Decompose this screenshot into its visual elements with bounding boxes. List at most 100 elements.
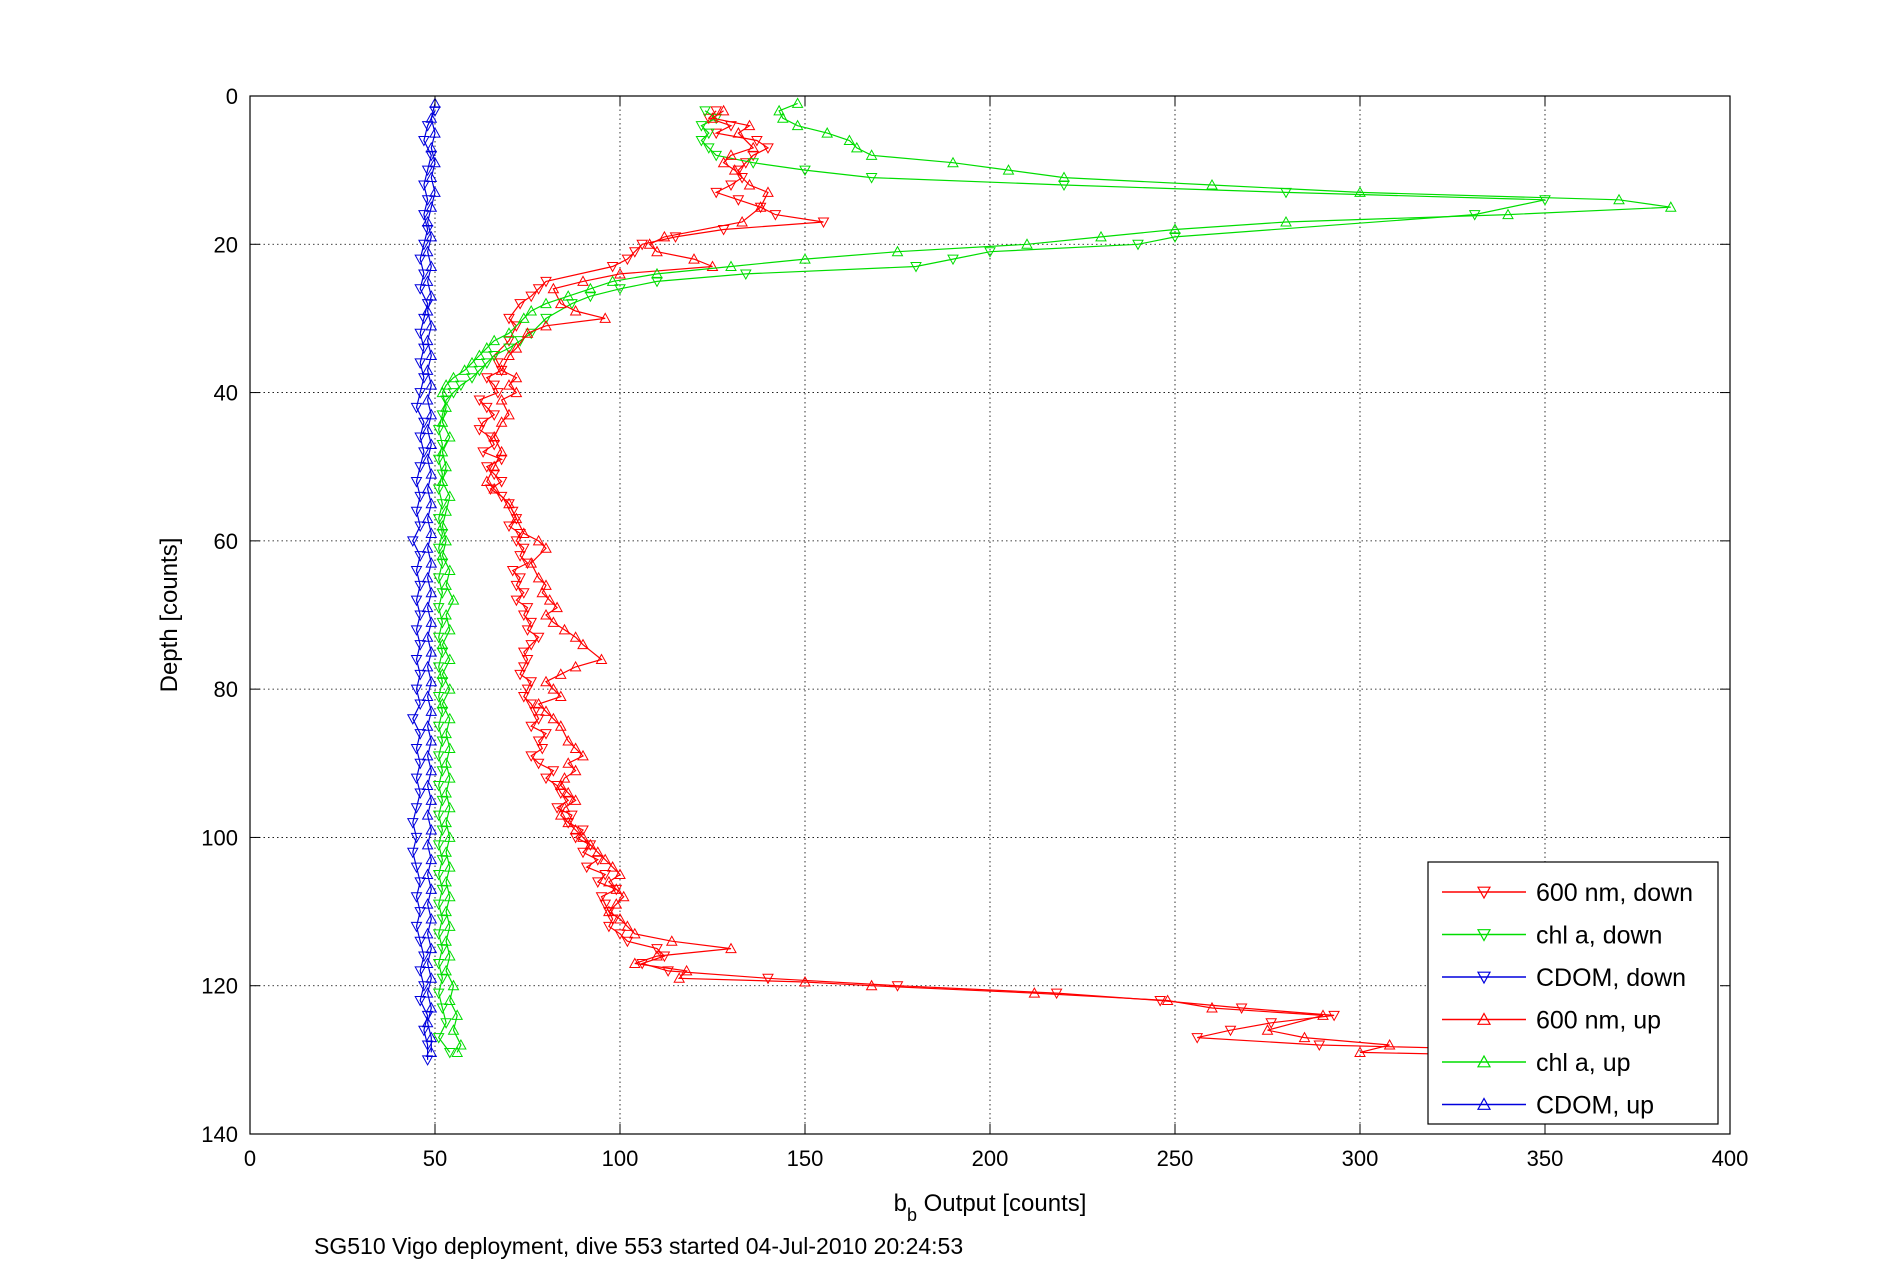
data-point (525, 640, 538, 651)
data-point (451, 1046, 464, 1057)
data-point (480, 358, 493, 369)
data-point (414, 729, 427, 740)
data-point (421, 779, 434, 791)
legend: 600 nm, down chl a, down CDOM, down 600 nm,… (1427, 861, 1719, 1125)
data-point (410, 477, 423, 488)
data-point (495, 445, 508, 457)
data-point (432, 662, 445, 673)
data-point (1002, 164, 1015, 175)
legend-label: chl a, down (1536, 922, 1662, 950)
y-tick-label: 80 (214, 677, 238, 702)
data-point (747, 141, 760, 153)
data-point (517, 647, 530, 659)
data-point (495, 393, 508, 405)
data-point (480, 462, 493, 473)
data-point (1021, 238, 1033, 249)
data-point (425, 853, 438, 865)
data-point (436, 475, 449, 487)
data-point (658, 951, 671, 963)
data-point (443, 623, 456, 635)
data-point (432, 454, 445, 466)
data-point (455, 1038, 467, 1050)
data-point (425, 1001, 438, 1013)
data-point (710, 150, 723, 162)
data-point (562, 757, 575, 768)
data-point (540, 542, 552, 553)
data-point (447, 1024, 460, 1035)
data-point (1261, 1024, 1274, 1035)
axis-ticks: 0 50 100 150 200 250 300 350 400 0 20 40 60 80 100 120 1… (201, 84, 1748, 1171)
data-point (410, 595, 423, 607)
data-point (569, 631, 582, 642)
data-point (577, 749, 589, 761)
data-point (736, 173, 748, 184)
data-point (410, 743, 423, 755)
data-point (421, 601, 434, 613)
data-point (773, 104, 785, 116)
data-point (710, 187, 723, 199)
data-point (436, 668, 449, 679)
x-axis-label-main: b (894, 1190, 907, 1217)
data-point (418, 313, 430, 325)
data-point (517, 610, 530, 622)
data-point (455, 380, 467, 392)
legend-swatch-marker (1476, 971, 1492, 985)
data-point (984, 247, 996, 258)
data-point (717, 104, 730, 116)
data-point (421, 393, 434, 405)
data-point (418, 981, 430, 992)
data-point (584, 282, 597, 294)
data-point (425, 468, 438, 479)
data-point (425, 290, 438, 301)
data-point (503, 497, 515, 509)
data-point (577, 847, 589, 859)
data-point (418, 417, 430, 429)
data-point (495, 454, 508, 466)
data-point (769, 210, 782, 221)
data-point (525, 751, 538, 762)
data-point (414, 699, 427, 711)
data-point (473, 395, 486, 407)
data-point (440, 460, 452, 472)
data-point (728, 164, 741, 175)
data-point (1313, 1040, 1326, 1052)
data-point (551, 601, 563, 613)
data-point (432, 425, 445, 436)
data-point (488, 460, 501, 472)
legend-swatch-marker (1476, 886, 1492, 900)
x-tick-label: 200 (972, 1146, 1009, 1171)
data-point (410, 625, 423, 636)
legend-entry-chl-a-down: chl a, down (1442, 922, 1662, 950)
data-point (451, 1009, 464, 1020)
data-point (410, 921, 423, 933)
data-point (751, 135, 763, 147)
legend-entry-chl-a-up: chl a, up (1442, 1049, 1631, 1077)
series-chl-a-down (432, 106, 1551, 1059)
data-point (532, 758, 545, 770)
data-point (517, 692, 530, 703)
data-point (525, 291, 538, 303)
data-point (747, 150, 760, 162)
data-point (480, 373, 493, 384)
data-point (532, 571, 545, 583)
data-point (443, 772, 456, 783)
data-point (850, 141, 863, 153)
data-point (566, 299, 578, 310)
data-point (410, 684, 423, 696)
data-point (543, 594, 556, 605)
data-point (443, 1047, 456, 1059)
data-point (425, 823, 438, 835)
data-point (614, 868, 626, 879)
data-point (488, 482, 501, 494)
data-point (436, 416, 449, 427)
data-point (562, 786, 575, 798)
data-point (443, 920, 456, 931)
data-point (554, 668, 567, 679)
data-point (440, 1018, 452, 1029)
data-point (440, 395, 452, 407)
data-point (762, 186, 774, 197)
data-point (603, 875, 615, 887)
data-point (477, 447, 489, 458)
series-line-chl-a-down (437, 110, 1546, 1053)
data-point (743, 178, 756, 190)
